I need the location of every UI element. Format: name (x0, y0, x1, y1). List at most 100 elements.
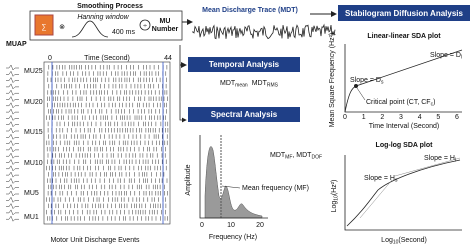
linear-x-label: Time Interval (Second) (369, 123, 440, 130)
muap-label: MUAP (6, 41, 27, 48)
spike-train (46, 165, 167, 171)
slope: Slope = D (350, 77, 381, 84)
spike-train (46, 140, 168, 146)
metric: , MDT (292, 152, 312, 159)
slope: Slope = D (430, 52, 461, 59)
muap-wave (6, 83, 19, 90)
spectrum-axes (199, 135, 268, 219)
raster-caption: Motor Unit Discharge Events (50, 237, 140, 244)
smoothing-box (29, 10, 183, 41)
sum-icon (34, 14, 54, 36)
annotation: Slope = Ds (350, 77, 384, 86)
divide-symbol: ÷ (143, 23, 147, 30)
muap-wave (6, 146, 19, 153)
spike-train (47, 191, 168, 196)
log-curve (346, 159, 461, 227)
spectral-metrics: MDTMF, MDTDOF (270, 152, 322, 161)
metric-sub: MF (285, 155, 292, 161)
convolve-symbol: ⊗ (59, 24, 65, 31)
time-label: Time (Second) (84, 55, 130, 62)
spike-train (47, 96, 168, 101)
muap-wave (6, 89, 19, 96)
amplitude-label: Amplitude (185, 164, 192, 195)
connector (179, 45, 187, 123)
window-label: Hanning window (77, 14, 129, 21)
x-tick: 1 (362, 114, 366, 121)
pointer (221, 185, 241, 189)
spike-train (46, 209, 166, 215)
slope-sub: l (461, 55, 462, 61)
tangent (394, 157, 461, 177)
muap-wave (6, 77, 19, 84)
x-tick: 3 (399, 114, 403, 121)
metric-sub: mean (235, 83, 248, 89)
divide-icon (139, 19, 151, 31)
sda-title: Stabilogram Diffusion Analysis (345, 9, 463, 18)
divisor-line: MU (160, 18, 171, 25)
label-sub: 10 (334, 195, 340, 201)
spike-train (48, 65, 168, 70)
muap-wave (6, 121, 19, 128)
annotation: Slope = Dl (430, 52, 462, 61)
unit-label: MU15 (24, 129, 43, 136)
muap-wave (6, 171, 19, 178)
x-tick: 5 (436, 114, 440, 121)
x-tick: 2 (380, 114, 384, 121)
spike-train (47, 216, 168, 221)
unit-label: MU5 (24, 190, 39, 197)
spike-train (48, 203, 167, 209)
linear-title: Linear-linear SDA plot (367, 33, 441, 40)
hanning-curve (71, 20, 109, 38)
unit-label: MU10 (24, 160, 43, 167)
sum-symbol: ∑ (42, 24, 47, 31)
log-y-label: Log10(Hz²) (331, 180, 340, 213)
muap-wave (6, 114, 19, 121)
muap-wave (6, 215, 19, 222)
muap-wave (6, 165, 19, 172)
temporal-title: Temporal Analysis (209, 60, 280, 69)
unit-label: MU1 (24, 214, 39, 221)
spike-train (48, 184, 165, 190)
linear-y-label: Mean Square Frequency (Hz²) (329, 33, 336, 128)
muap-wave (6, 177, 19, 184)
muap-wave (6, 152, 19, 159)
muap-wave (6, 70, 19, 77)
spike-train (46, 146, 166, 152)
temporal-box (188, 57, 300, 72)
critical: Critical point (CT, CF (366, 99, 431, 106)
label-sub: 10 (393, 240, 399, 246)
muap-wave (6, 108, 19, 115)
x-tick: 10 (227, 222, 235, 229)
spectral-title: Spectral Analysis (211, 110, 278, 119)
log-title: Log-log SDA plot (376, 142, 434, 149)
muap-wave (6, 209, 19, 216)
spike-train (47, 71, 167, 76)
raster-frame (43, 61, 171, 225)
muap-wave (6, 133, 19, 140)
spike-train (47, 121, 169, 127)
divisor-line: Number (152, 26, 179, 33)
spectrum (204, 146, 263, 219)
muap-wave (6, 64, 19, 71)
slope-sub: s (395, 178, 398, 184)
spectral-box (188, 107, 300, 122)
critical-end: ) (433, 99, 435, 106)
slope: Slope = H (364, 175, 395, 182)
window-duration: 400 ms (112, 29, 135, 36)
x-tick: 4 (418, 114, 422, 121)
unit-label: MU25 (24, 68, 43, 75)
x-tick: 0 (200, 222, 204, 229)
spike-train (48, 172, 165, 177)
frequency-label: Frequency (Hz) (209, 234, 257, 241)
spike-train (48, 83, 167, 89)
mf-annotation: Mean frequency (MF) (242, 185, 309, 192)
spike-train (46, 197, 166, 202)
muap-wave (6, 127, 19, 134)
log-x-label: Log10(Second) (381, 237, 427, 246)
sda-box (338, 5, 470, 21)
mdt-trace (191, 23, 336, 40)
unit-label: MU20 (24, 99, 43, 106)
x-tick: 6 (455, 114, 459, 121)
time-start: 0 (48, 55, 52, 62)
